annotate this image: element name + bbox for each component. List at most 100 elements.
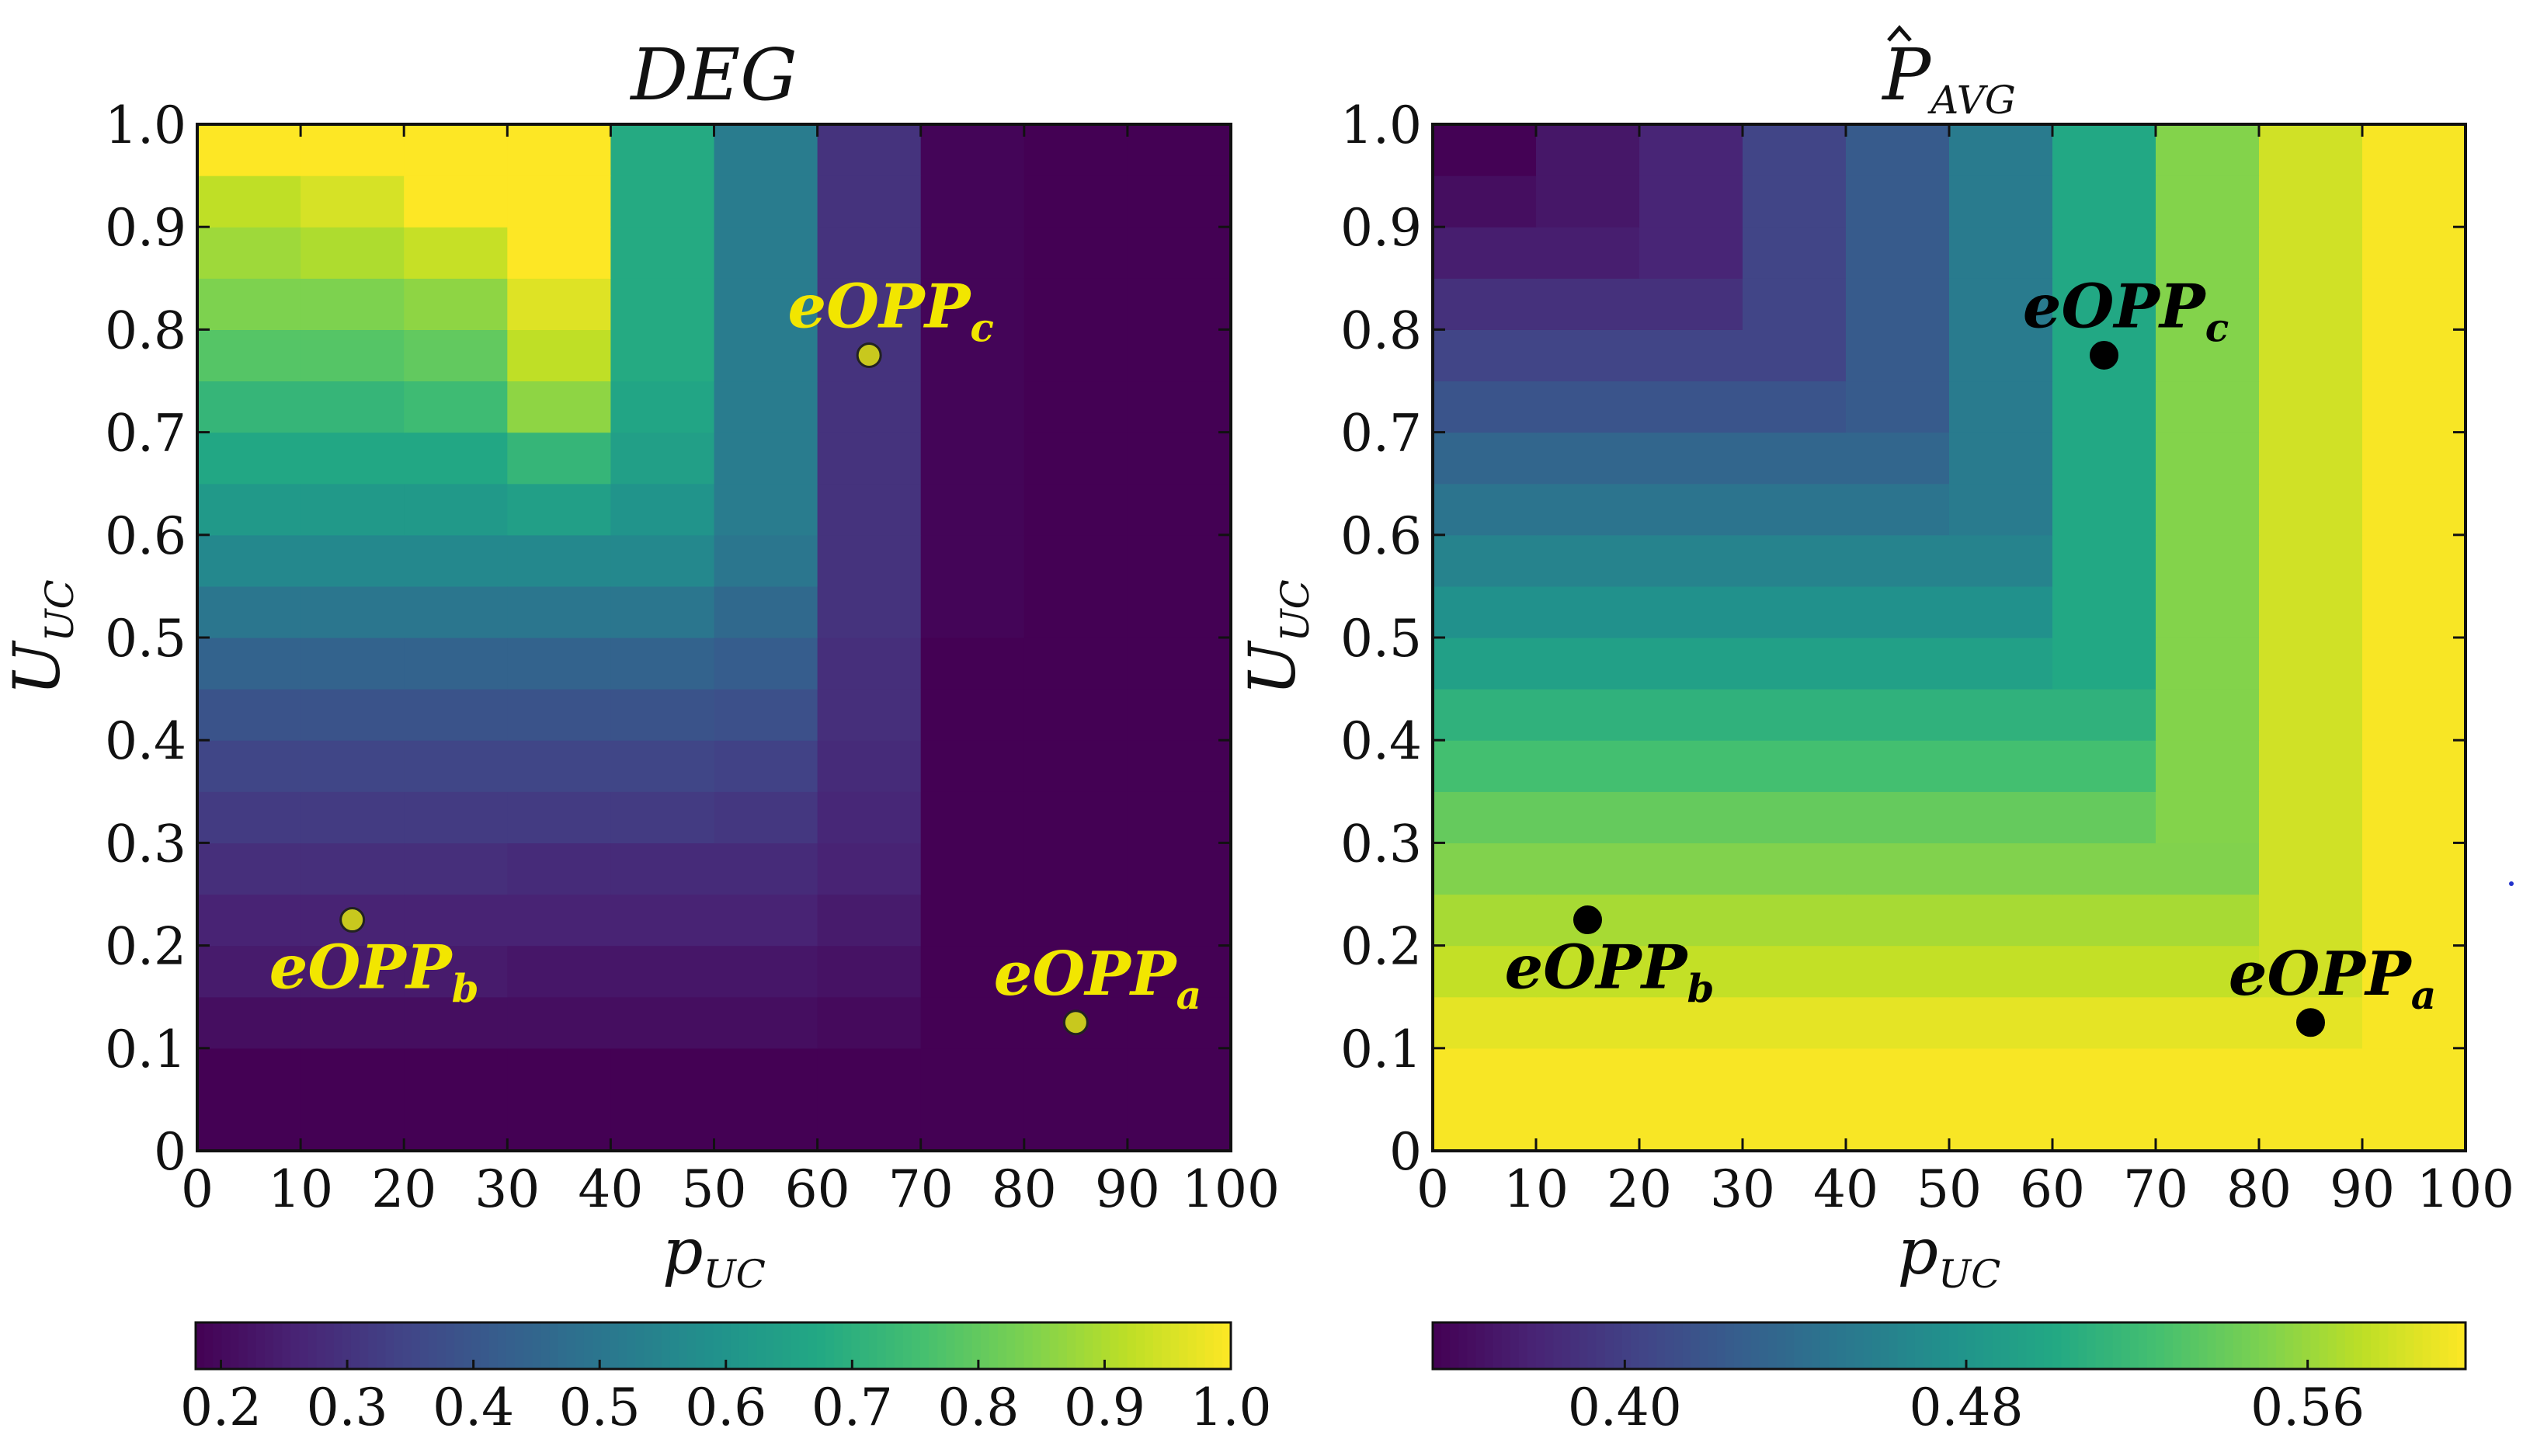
heatmap-cell <box>507 432 611 485</box>
colorbar-segment <box>963 1322 973 1369</box>
heatmap-cell <box>301 278 405 330</box>
colorbar-segment <box>1179 1322 1189 1369</box>
heatmap-cell <box>1639 483 1743 536</box>
heatmap-cell <box>1949 432 2053 485</box>
colorbar-segment <box>679 1322 688 1369</box>
heatmap-cell <box>1846 945 1950 998</box>
heatmap-cell <box>920 996 1025 1049</box>
heatmap-cell <box>197 227 301 279</box>
heatmap-cell <box>1536 483 1640 536</box>
heatmap-cell <box>1846 1048 1950 1100</box>
colorbar-segment <box>1811 1322 1821 1369</box>
heatmap-cell <box>1846 175 1950 228</box>
colorbar-segment <box>1510 1322 1520 1369</box>
colorbar-segment <box>738 1322 749 1369</box>
x-tick-label: 90 <box>1095 1159 1160 1219</box>
heatmap-cell <box>610 689 715 741</box>
heatmap-cell <box>1846 791 1950 843</box>
heatmap-cell <box>1127 124 1232 176</box>
colorbar-segment <box>2414 1322 2424 1369</box>
heatmap-cell <box>2052 534 2156 587</box>
colorbar-tick-label: 0.4 <box>433 1378 514 1437</box>
colorbar-segment <box>1144 1322 1154 1369</box>
colorbar-segment <box>1536 1322 1545 1369</box>
heatmap-cell <box>817 740 922 792</box>
heatmap-cell <box>1536 381 1640 433</box>
heatmap-cell <box>1639 894 1743 947</box>
colorbar-segment <box>592 1322 602 1369</box>
colorbar-segment <box>920 1322 930 1369</box>
colorbar-segment <box>618 1322 628 1369</box>
point-marker-eopp-c <box>2090 340 2118 370</box>
colorbar-segment <box>1743 1322 1752 1369</box>
y-tick-label: 0 <box>1389 1122 1422 1182</box>
colorbar-segment <box>2112 1322 2122 1369</box>
colorbar-segment <box>929 1322 939 1369</box>
point-label-eopp-a: eOPPa <box>994 939 1201 1018</box>
heatmap-cell <box>2156 534 2260 587</box>
heatmap-cell <box>2052 945 2156 998</box>
heatmap-cell <box>2259 1048 2363 1100</box>
heatmap-cell <box>1023 843 1128 895</box>
colorbar-segment <box>480 1322 490 1369</box>
heatmap-cell <box>1846 689 1950 741</box>
colorbar-segment <box>1760 1322 1770 1369</box>
colorbar-segment <box>1966 1322 1976 1369</box>
heatmap-cell <box>1023 278 1128 330</box>
heatmap-cell <box>920 534 1025 587</box>
heatmap-cell <box>610 227 715 279</box>
heatmap-cell <box>714 227 818 279</box>
colorbar-segment <box>333 1322 343 1369</box>
heatmap-cell <box>301 586 405 638</box>
heatmap-cell <box>1743 1099 1847 1152</box>
colorbar-segment <box>221 1322 231 1369</box>
heatmap-cell <box>2259 638 2363 690</box>
heatmap-cell <box>1949 586 2053 638</box>
colorbar-segment <box>2207 1322 2217 1369</box>
colorbar-segment <box>610 1322 620 1369</box>
heatmap-cell <box>404 791 508 843</box>
colorbar-tick-label: 1.0 <box>1190 1378 1272 1437</box>
chart-title: PAVG <box>1881 33 2016 123</box>
heatmap-cell <box>2156 1099 2260 1152</box>
colorbar-segment <box>2181 1322 2191 1369</box>
heatmap-cell <box>1949 945 2053 998</box>
heatmap-cell <box>2156 689 2260 741</box>
colorbar-segment <box>644 1322 654 1369</box>
heatmap-cell <box>1536 278 1640 330</box>
heatmap-cell <box>1639 638 1743 690</box>
heatmap-cell <box>197 534 301 587</box>
colorbar-segment <box>2448 1322 2458 1369</box>
colorbar-segment <box>532 1322 542 1369</box>
heatmap-cell <box>2052 689 2156 741</box>
heatmap-cell <box>2156 124 2260 176</box>
y-tick-label: 0.7 <box>1340 404 1422 464</box>
heatmap-cell <box>920 791 1025 843</box>
heatmap-cell <box>404 278 508 330</box>
heatmap-cell <box>1949 483 2053 536</box>
colorbar-segment <box>377 1322 387 1369</box>
colorbar-segment <box>290 1322 301 1369</box>
colorbar-segment <box>2396 1322 2407 1369</box>
heatmap-cell <box>404 843 508 895</box>
heatmap-cell <box>1536 689 1640 741</box>
heatmap-cell <box>2052 1099 2156 1152</box>
heatmap-cell <box>2259 586 2363 638</box>
heatmap-cell <box>1536 843 1640 895</box>
colorbar-segment <box>1135 1322 1145 1369</box>
heatmap-cell <box>1949 278 2053 330</box>
colorbar-segment <box>1049 1322 1059 1369</box>
heatmap-cell <box>301 381 405 433</box>
stray-dot <box>2509 881 2514 886</box>
heatmap-cell <box>2052 843 2156 895</box>
heatmap-cell <box>1639 124 1743 176</box>
heatmap-cell <box>2259 740 2363 792</box>
heatmap-cell <box>610 278 715 330</box>
colorbar-segment <box>1733 1322 1743 1369</box>
colorbar-segment <box>1630 1322 1640 1369</box>
heatmap-cell <box>1846 843 1950 895</box>
heatmap-cell <box>507 227 611 279</box>
heatmap-cell <box>610 483 715 536</box>
heatmap-cell <box>610 843 715 895</box>
y-tick-label: 0.2 <box>1340 917 1422 977</box>
